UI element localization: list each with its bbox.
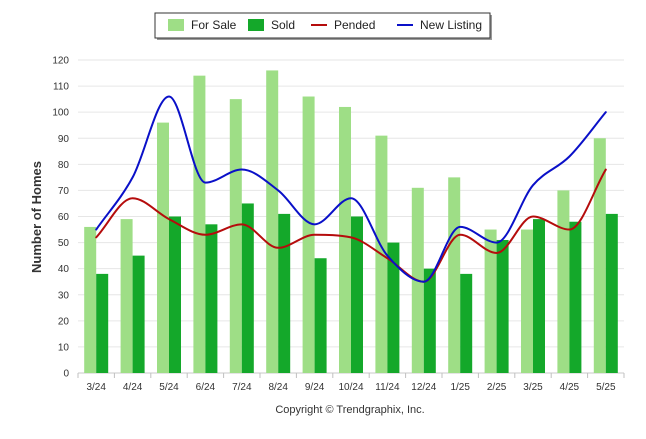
x-tick-label: 4/24	[123, 382, 143, 393]
y-tick-label: 110	[53, 82, 69, 93]
bar-sold	[169, 216, 181, 373]
y-tick-label: 90	[58, 134, 70, 145]
y-tick-label: 120	[52, 56, 69, 67]
y-tick-label: 0	[63, 369, 69, 380]
bar-sold	[314, 258, 327, 373]
bar-for-sale	[229, 99, 242, 373]
legend-label-sold: Sold	[271, 18, 295, 32]
y-tick-label: 80	[58, 160, 70, 171]
legend-items: For Sale Sold Pended New Listing	[168, 18, 482, 32]
x-tick-label: 5/25	[596, 382, 616, 393]
bar-for-sale	[120, 219, 133, 373]
y-tick-label: 50	[58, 238, 70, 249]
y-tick-label: 100	[52, 108, 69, 119]
bar-sold	[387, 242, 400, 373]
bar-sold	[423, 268, 436, 373]
x-tick-label: 4/25	[560, 382, 580, 393]
legend-label-new-listing: New Listing	[420, 18, 482, 32]
bars	[84, 70, 618, 374]
bar-for-sale	[484, 229, 497, 373]
y-tick-label: 70	[58, 186, 70, 197]
bar-sold	[351, 216, 363, 373]
legend-label-pended: Pended	[334, 18, 375, 32]
bar-sold	[533, 219, 545, 373]
series-lines	[95, 95, 607, 283]
bar-for-sale	[193, 75, 206, 374]
axes: 0 10 20 30 40 50 60 70 80 90 100 110 120 3/24 4/24 5/24…	[52, 56, 625, 393]
x-tick-label: 6/24	[196, 382, 216, 393]
bar-for-sale	[557, 190, 570, 373]
y-tick-label: 40	[58, 264, 70, 275]
legend-swatch-sold	[248, 19, 264, 31]
y-tick-label: 30	[58, 290, 70, 301]
line-new-listing	[95, 95, 607, 283]
bar-for-sale	[593, 138, 606, 373]
bar-for-sale	[266, 70, 279, 373]
bar-sold	[205, 224, 218, 373]
bar-sold	[569, 221, 582, 373]
bar-for-sale	[521, 229, 533, 373]
x-tick-label: 12/24	[411, 382, 436, 393]
y-axis-title: Number of Homes	[29, 161, 44, 273]
x-tick-label: 2/25	[487, 382, 507, 393]
bar-sold	[278, 213, 291, 373]
legend: For Sale Sold Pended New Listing	[154, 12, 492, 40]
x-tick-label: 11/24	[375, 382, 400, 393]
bar-sold	[605, 213, 618, 373]
bar-sold	[496, 239, 509, 373]
bar-sold	[241, 203, 254, 373]
legend-label-for-sale: For Sale	[191, 18, 237, 32]
bar-for-sale	[84, 226, 97, 373]
x-tick-label: 5/24	[159, 382, 179, 393]
line-pended	[95, 168, 607, 283]
legend-swatch-for-sale	[168, 19, 184, 31]
bar-for-sale	[448, 177, 461, 373]
bar-for-sale	[302, 96, 315, 374]
bar-for-sale	[157, 122, 169, 373]
x-tick-label: 3/25	[523, 382, 543, 393]
x-tick-label: 3/24	[86, 382, 106, 393]
y-tick-label: 10	[58, 342, 70, 353]
bar-sold	[132, 255, 145, 373]
x-tick-label: 9/24	[305, 382, 325, 393]
x-tick-label: 1/25	[450, 382, 470, 393]
bar-sold	[96, 273, 109, 373]
bar-for-sale	[339, 106, 351, 373]
y-tick-label: 60	[58, 212, 70, 223]
y-tick-label: 20	[58, 316, 70, 327]
x-tick-label: 10/24	[338, 382, 363, 393]
x-tick-label: 7/24	[232, 382, 252, 393]
copyright-credit: Copyright © Trendgraphix, Inc.	[275, 404, 424, 416]
x-tick-label: 8/24	[268, 382, 288, 393]
bar-sold	[460, 273, 473, 373]
